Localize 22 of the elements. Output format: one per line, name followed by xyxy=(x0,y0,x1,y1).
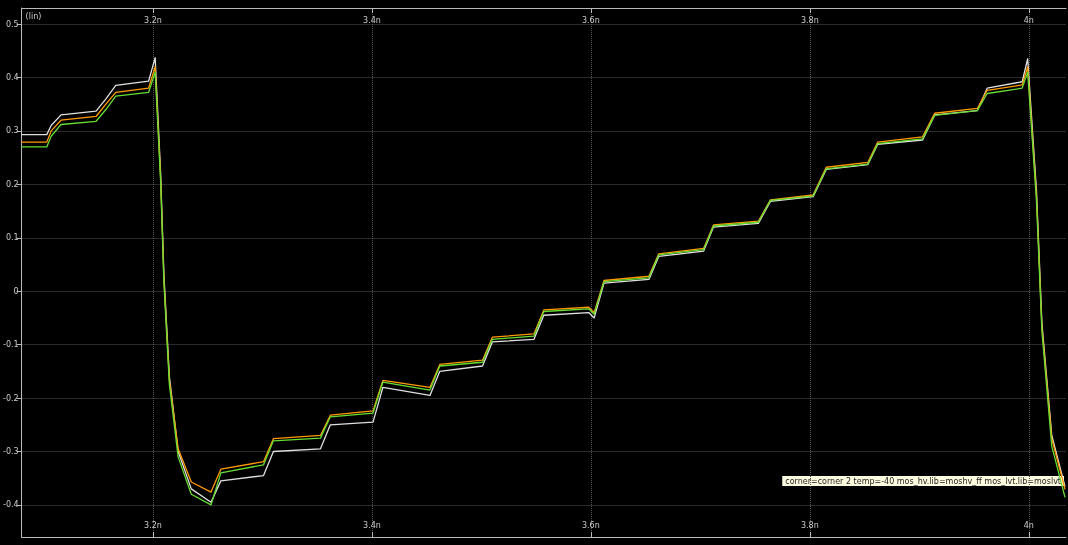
y-tick-label: 0.1 xyxy=(5,233,19,243)
y-tick-label: 0.2 xyxy=(5,179,19,189)
y-tick-label: 0 xyxy=(13,286,19,296)
x2-tick-label: 3.4n xyxy=(363,15,381,25)
y-tick-label: 0.5 xyxy=(5,19,19,29)
y-tick-label: 0.3 xyxy=(5,126,19,136)
y-tick-label: -0.4 xyxy=(3,500,19,510)
x-tick-label: 4n xyxy=(1023,520,1034,530)
y-tick-label: 0.4 xyxy=(5,72,19,82)
y-tick-label: -0.2 xyxy=(3,393,19,403)
x2-tick-label: 3.8n xyxy=(800,15,819,25)
x-tick-label: 3.4n xyxy=(363,520,381,530)
x-tick-label: 3.2n xyxy=(144,520,162,530)
x-tick-label: 3.6n xyxy=(581,520,600,530)
y-tick-label: -0.3 xyxy=(3,447,19,457)
y-axis-title: (lin) xyxy=(25,11,42,21)
y-tick-label: -0.1 xyxy=(3,340,19,350)
x2-tick-label: 3.2n xyxy=(144,15,162,25)
annotation: corner=corner 2 temp=-40 mos_hv.lib=moshv_ff mos_lvt.lib=moslvt xyxy=(785,476,1062,486)
x2-tick-label: 4n xyxy=(1023,15,1034,25)
x-tick-label: 3.8n xyxy=(800,520,819,530)
x2-tick-label: 3.6n xyxy=(581,15,600,25)
